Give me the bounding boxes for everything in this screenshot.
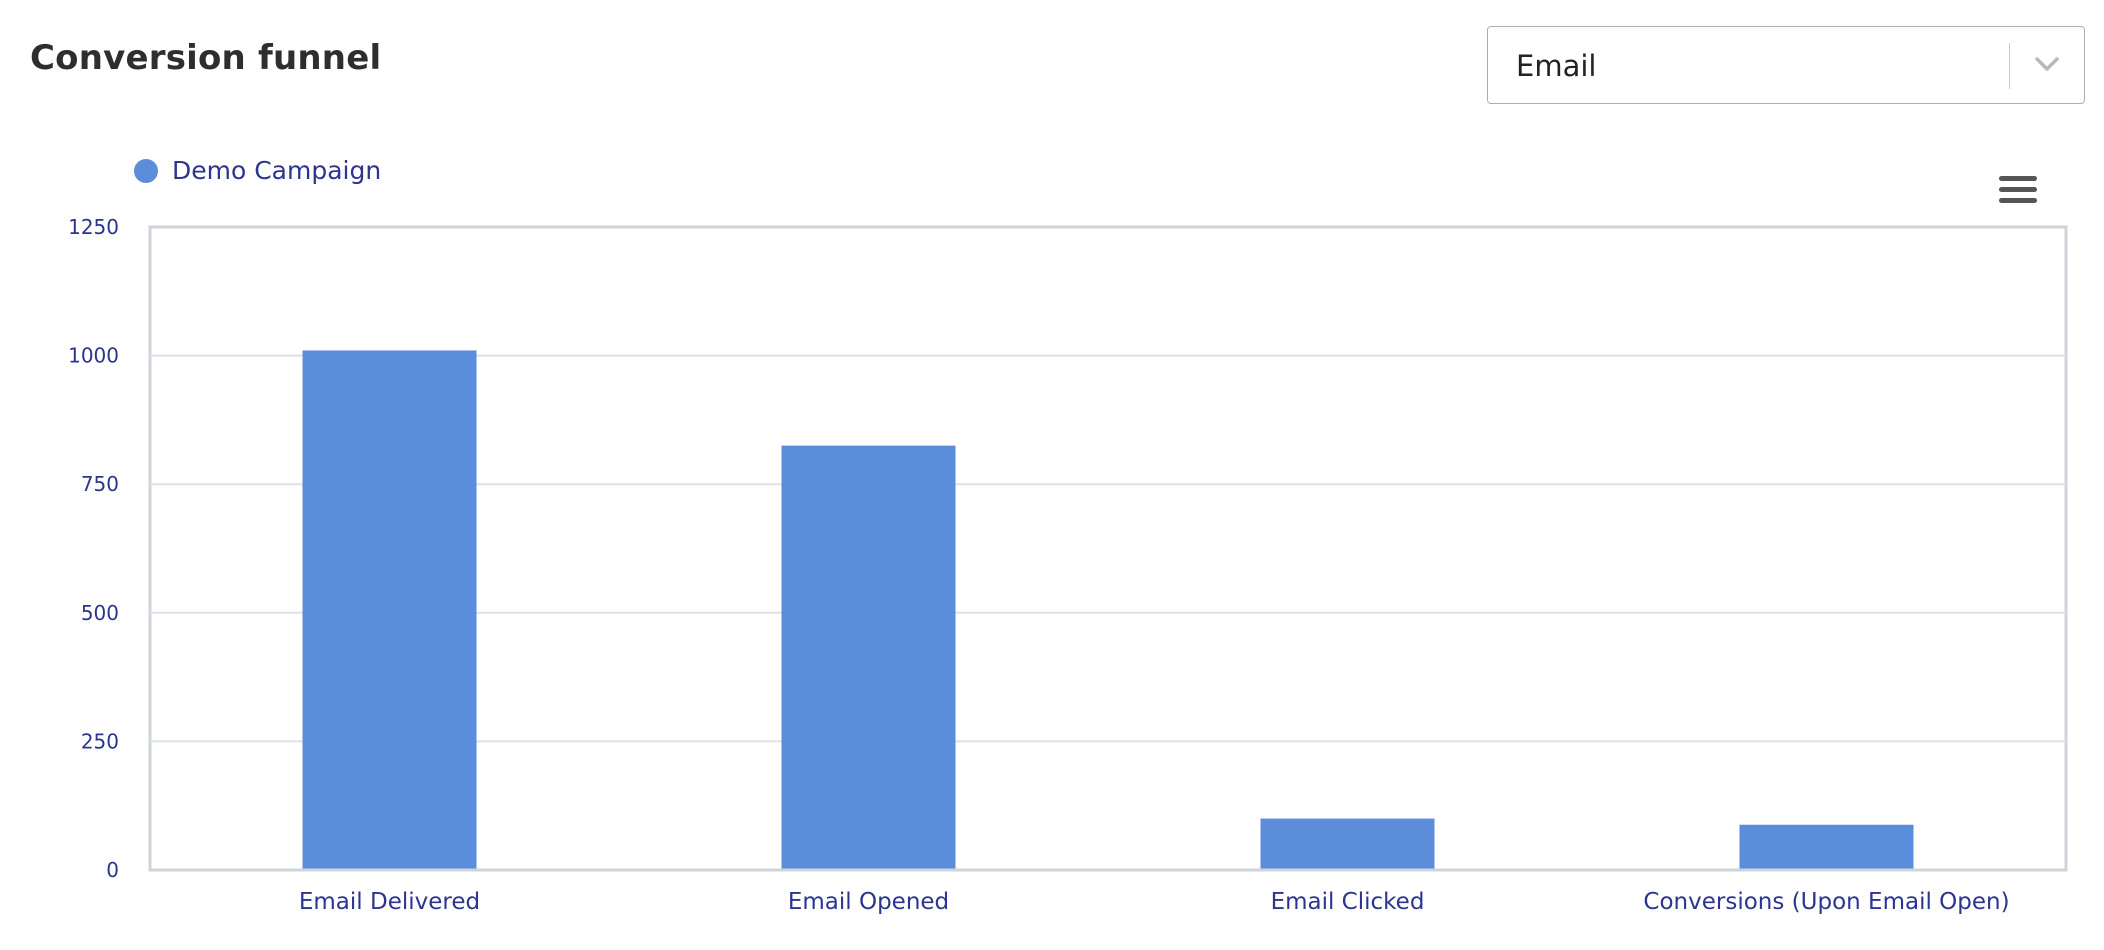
y-tick-label: 750 (81, 472, 119, 496)
y-tick-label: 0 (106, 858, 119, 882)
y-tick-label: 500 (81, 601, 119, 625)
bar-email-clicked (1260, 818, 1435, 869)
legend-marker (134, 158, 158, 183)
y-tick-label: 250 (81, 729, 119, 753)
bar-email-opened (781, 445, 956, 869)
bar-email-delivered (302, 350, 477, 869)
y-tick-label: 1000 (68, 344, 119, 368)
x-tick-label: Email Delivered (299, 889, 480, 915)
legend-label: Demo Campaign (172, 156, 382, 185)
x-tick-label: Conversions (Upon Email Open) (1643, 889, 2009, 915)
legend-item-demo-campaign[interactable]: Demo Campaign (134, 156, 381, 185)
chevron-down-icon[interactable] (2032, 53, 2062, 75)
channel-select-value: Email (1516, 49, 1597, 83)
page-title: Conversion funnel (30, 38, 382, 78)
channel-select[interactable]: Email (1487, 26, 2085, 104)
x-tick-label: Email Opened (788, 889, 949, 915)
bar-conversions-upon-email-open (1739, 824, 1914, 869)
y-tick-label: 1250 (68, 215, 119, 239)
select-separator (2008, 43, 2010, 89)
hamburger-menu-icon[interactable] (1999, 176, 2037, 206)
x-tick-label: Email Clicked (1271, 889, 1425, 915)
